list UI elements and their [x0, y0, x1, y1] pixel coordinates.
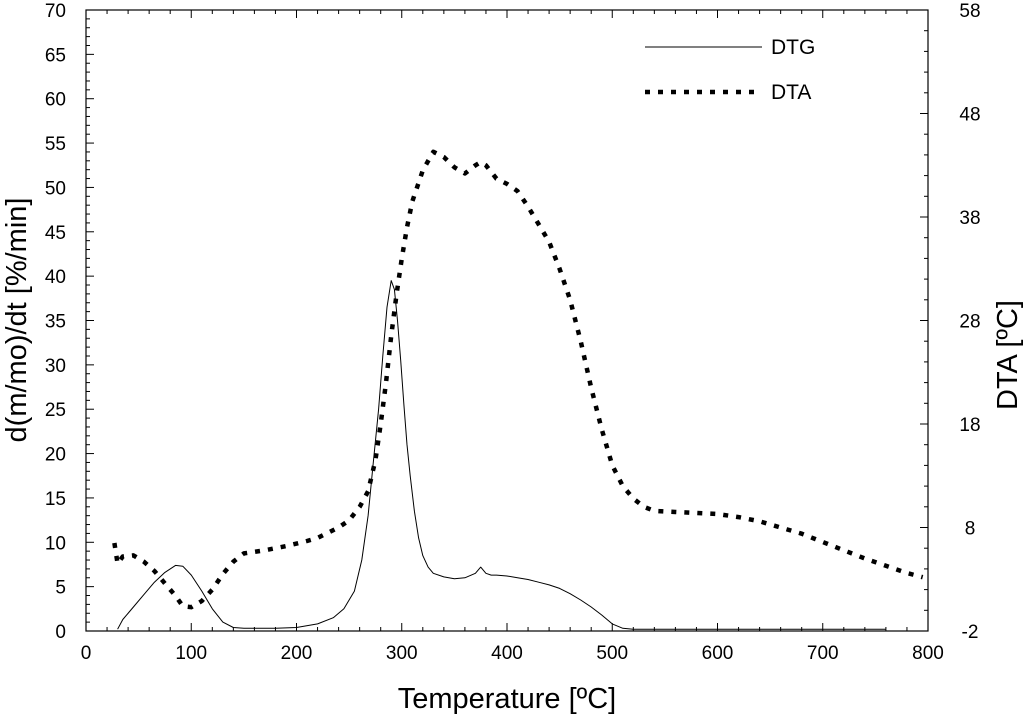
y2-tick-label: 18: [959, 415, 980, 436]
x-tick-label: 700: [807, 643, 839, 664]
y-tick-label: 0: [55, 622, 66, 643]
legend-dtg-label: DTG: [771, 36, 815, 59]
x-tick-label: 500: [596, 643, 628, 664]
y-tick-label: 20: [45, 445, 66, 466]
x-tick-label: 300: [386, 643, 418, 664]
y-tick-label: 60: [45, 90, 66, 111]
legend-dta-label: DTA: [771, 81, 811, 104]
series-dta-line: [112, 149, 924, 610]
y-tick-label: 5: [55, 578, 66, 599]
y-tick-label: 70: [45, 1, 66, 22]
series-dtg-line: [117, 280, 886, 630]
y-tick-label: 40: [45, 267, 66, 288]
y2-tick-label: -2: [962, 622, 979, 643]
legend: DTG DTA: [645, 36, 815, 104]
y2-tick-label: 28: [959, 312, 980, 333]
x-tick-label: 200: [281, 643, 313, 664]
x-tick-label: 0: [81, 643, 92, 664]
series-layer: [112, 149, 924, 630]
y-tick-label: 25: [45, 400, 66, 421]
y2-tick-label: 38: [959, 208, 980, 229]
y-tick-label: 65: [45, 45, 66, 66]
y2-tick-label: 8: [965, 519, 976, 540]
y2-axis-title: DTA [ºC]: [992, 300, 1024, 410]
y-tick-label: 55: [45, 134, 66, 155]
y-axis-title: d(m/mo)/dt [%/min]: [1, 198, 33, 443]
y-tick-label: 30: [45, 356, 66, 377]
y2-tick-label: 48: [959, 105, 980, 126]
y-tick-label: 15: [45, 489, 66, 510]
x-tick-label: 400: [491, 643, 523, 664]
y2-tick-label: 58: [959, 1, 980, 22]
x-axis-title: Temperature [ºC]: [398, 683, 617, 715]
y-tick-label: 50: [45, 178, 66, 199]
axis-ticks: [85, 9, 929, 632]
axis-tick-labels: 0 100 200 300 400 500 600 700 800 0 5 10 15 20 25 30 35 4…: [45, 1, 981, 664]
x-tick-label: 100: [175, 643, 207, 664]
y-tick-label: 10: [45, 533, 66, 554]
y-tick-label: 35: [45, 312, 66, 333]
x-tick-label: 800: [912, 643, 944, 664]
y-tick-label: 45: [45, 223, 66, 244]
x-tick-label: 600: [702, 643, 734, 664]
